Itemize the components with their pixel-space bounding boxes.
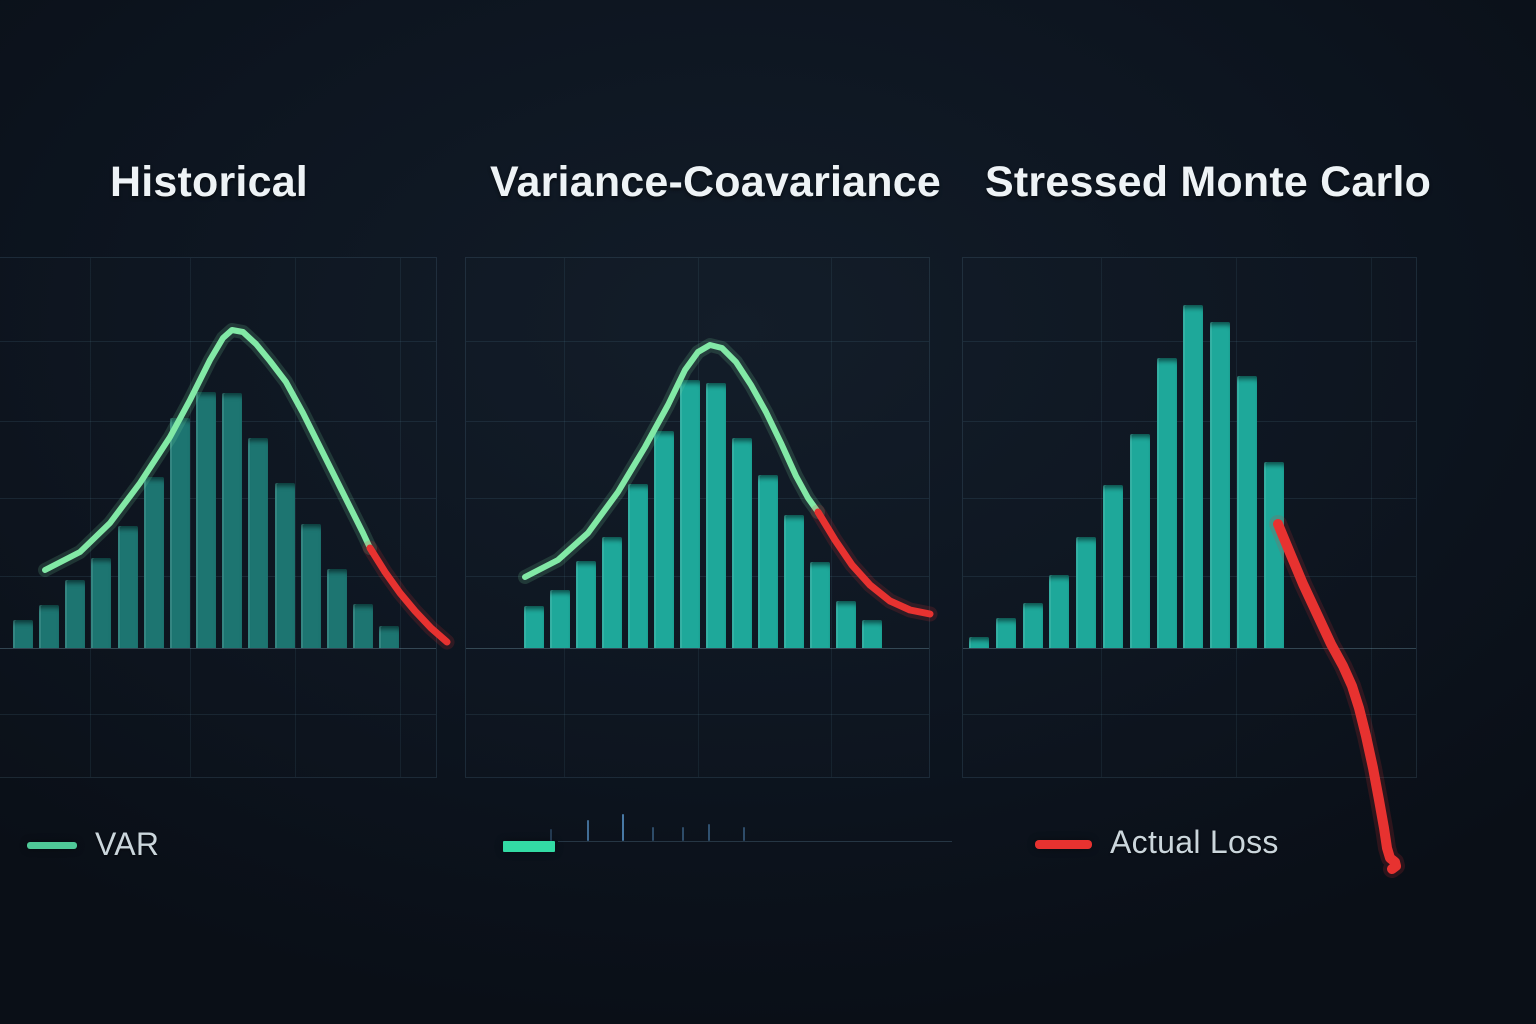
mini-axis-tick: [652, 827, 654, 841]
actual-loss-legend-swatch: [1035, 840, 1092, 849]
historical-histogram-bar: [352, 604, 373, 648]
mini-axis-tick: [743, 827, 745, 841]
horizontal-gridline: [0, 714, 436, 715]
historical-histogram-bar: [91, 558, 112, 648]
chart-title-variance-covariance: Variance-Coavariance: [490, 158, 941, 206]
stressed-monte-carlo-histogram-bar: [995, 618, 1016, 648]
vertical-gridline: [90, 258, 91, 777]
historical-histogram-bar: [274, 483, 295, 648]
horizontal-gridline: [0, 421, 436, 422]
variance-covariance-histogram-bar: [680, 380, 700, 648]
stressed-monte-carlo-histogram-bar: [1049, 575, 1070, 648]
var-legend-swatch: [27, 842, 77, 849]
horizontal-gridline: [0, 576, 436, 577]
horizontal-gridline: [0, 498, 436, 499]
historical-histogram-bar: [248, 438, 269, 648]
horizontal-gridline: [0, 341, 436, 342]
vertical-gridline: [1101, 258, 1102, 777]
horizontal-gridline: [466, 714, 929, 715]
historical-histogram-bar: [117, 526, 138, 648]
vertical-gridline: [564, 258, 565, 777]
variance-covariance-histogram-bar: [576, 561, 596, 648]
stressed-monte-carlo-histogram-bar: [969, 637, 989, 648]
historical-histogram-bar: [196, 392, 217, 648]
mini-axis-tick: [682, 827, 684, 841]
historical-histogram-bar: [379, 626, 400, 648]
var-legend-label: VAR: [95, 826, 160, 862]
horizontal-gridline: [963, 714, 1416, 715]
historical-histogram-bar: [326, 569, 347, 648]
x-axis-baseline: [0, 648, 436, 649]
historical-histogram-bar: [13, 620, 33, 648]
historical-histogram-bar: [143, 477, 164, 648]
historical-histogram-bar: [300, 524, 321, 648]
var-legend-swatch-middle: [503, 841, 555, 852]
variance-covariance-histogram-bar: [732, 438, 752, 648]
chart-title-historical: Historical: [110, 158, 308, 206]
historical-histogram-bar: [222, 393, 243, 648]
x-axis-baseline: [963, 648, 1416, 649]
variance-covariance-histogram-bar: [758, 475, 778, 648]
variance-covariance-histogram-bar: [524, 606, 544, 648]
horizontal-gridline: [466, 341, 929, 342]
stressed-monte-carlo-histogram-bar: [1129, 434, 1150, 648]
stressed-monte-carlo-histogram-bar: [1156, 358, 1177, 648]
chart-title-stressed-monte-carlo: Stressed Monte Carlo: [985, 158, 1432, 206]
mini-axis-tick: [550, 829, 552, 841]
variance-covariance-histogram-bar: [784, 515, 804, 648]
variance-covariance-histogram-bar: [550, 590, 570, 648]
mini-axis-tick: [622, 814, 624, 841]
vertical-gridline: [400, 258, 401, 777]
vertical-gridline: [190, 258, 191, 777]
variance-covariance-histogram-bar: [836, 601, 856, 648]
mini-axis-line: [558, 841, 952, 842]
variance-covariance-histogram-bar: [706, 383, 726, 648]
historical-histogram-bar: [39, 605, 60, 648]
variance-covariance-histogram-bar: [628, 484, 648, 648]
vertical-gridline: [1236, 258, 1237, 777]
vertical-gridline: [1371, 258, 1372, 777]
historical-chart-panel: [0, 257, 437, 778]
historical-histogram-bar: [169, 418, 190, 648]
stressed-monte-carlo-chart-panel: [962, 257, 1417, 778]
stressed-monte-carlo-histogram-bar: [1210, 322, 1231, 648]
variance-covariance-histogram-bar: [602, 537, 622, 648]
stressed-monte-carlo-histogram-bar: [1103, 485, 1123, 648]
x-axis-baseline: [466, 648, 929, 649]
stressed-monte-carlo-histogram-bar: [1183, 305, 1204, 648]
variance-covariance-chart-panel: [465, 257, 930, 778]
variance-covariance-histogram-bar: [862, 620, 882, 648]
variance-covariance-histogram-bar: [654, 431, 674, 648]
historical-histogram-bar: [65, 580, 86, 648]
stressed-monte-carlo-histogram-bar: [1076, 537, 1097, 648]
variance-covariance-histogram-bar: [810, 562, 830, 648]
mini-axis-tick: [587, 820, 589, 841]
stressed-monte-carlo-histogram-bar: [1263, 462, 1284, 648]
vertical-gridline: [831, 258, 832, 777]
stressed-monte-carlo-histogram-bar: [1022, 603, 1043, 648]
stressed-monte-carlo-histogram-bar: [1237, 376, 1257, 648]
vertical-gridline: [295, 258, 296, 777]
mini-axis-tick: [708, 824, 710, 841]
actual-loss-legend-label: Actual Loss: [1110, 824, 1279, 860]
